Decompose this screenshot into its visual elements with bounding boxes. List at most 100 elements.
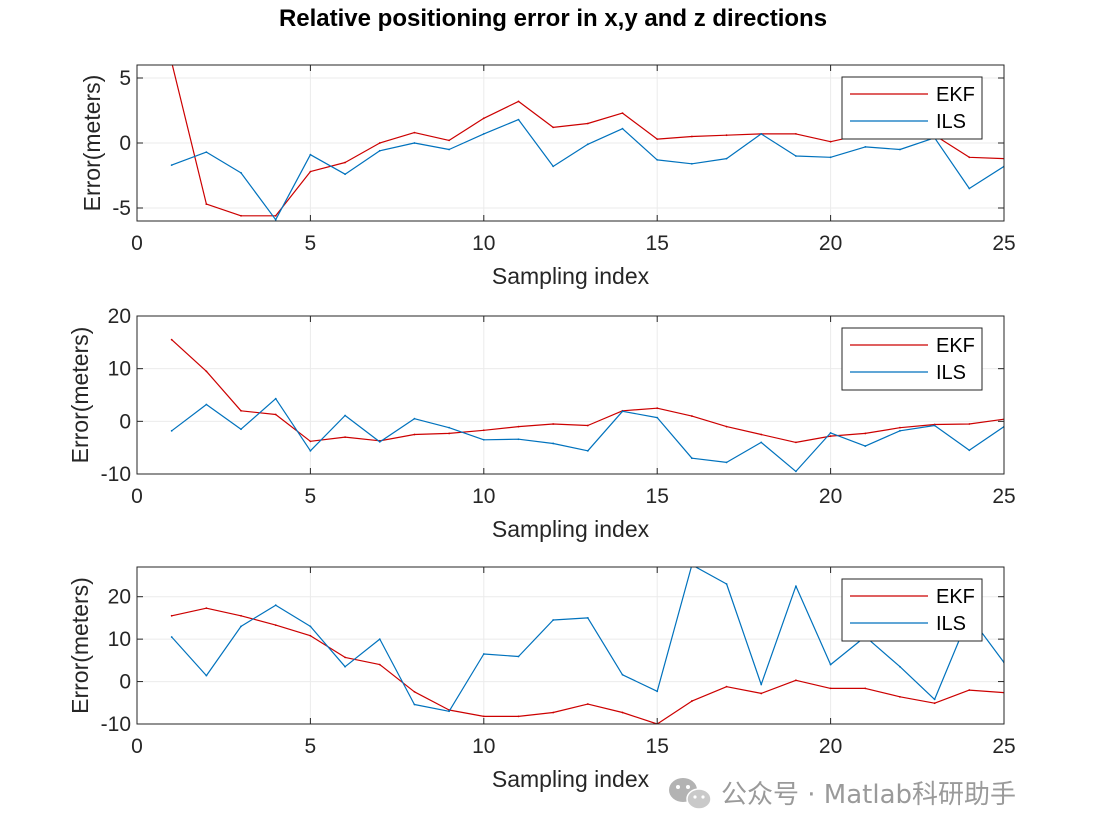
legend-label-ekf: EKF	[936, 586, 975, 608]
y-tick-label: -5	[112, 197, 131, 220]
y-tick-label: -10	[101, 713, 131, 736]
legend-label-ils: ILS	[936, 111, 966, 133]
figure-title: Relative positioning error in x,y and z …	[279, 5, 827, 32]
data-point-ils	[517, 438, 520, 441]
data-point-ekf	[552, 711, 555, 714]
data-point-ils	[482, 438, 485, 441]
data-point-ekf	[240, 409, 242, 412]
data-point-ekf	[344, 436, 346, 439]
x-axis-label: Sampling index	[492, 263, 650, 289]
data-point-ekf	[274, 413, 277, 416]
x-tick-label: 15	[646, 232, 669, 255]
data-point-ils	[309, 449, 312, 452]
data-point-ils	[586, 449, 589, 452]
data-point-ekf	[586, 424, 589, 427]
data-point-ekf	[690, 415, 693, 417]
data-point-ils	[795, 585, 797, 587]
data-point-ekf	[621, 711, 624, 714]
data-point-ils	[344, 665, 346, 668]
data-point-ekf	[760, 692, 763, 695]
legend-label-ils: ILS	[936, 613, 966, 635]
data-point-ekf	[170, 614, 173, 617]
subplots: 0 5 10 15 20 25 -5 0 5 Sampling index Error(meters…	[67, 64, 1016, 792]
data-point-ekf	[864, 687, 867, 690]
x-tick-label: 5	[305, 485, 317, 508]
data-point-ekf	[344, 656, 346, 659]
data-point-ekf	[795, 441, 797, 444]
legend-box	[841, 76, 983, 140]
data-point-ekf	[760, 433, 763, 436]
data-point-ils	[864, 146, 867, 148]
data-point-ekf	[552, 423, 555, 425]
x-tick-label: 25	[992, 485, 1015, 508]
data-point-ekf	[413, 690, 416, 693]
data-point-ekf	[690, 700, 693, 702]
data-point-ils	[309, 625, 312, 628]
y-axis-label: Error(meters)	[79, 75, 105, 212]
data-point-ils	[968, 187, 971, 190]
data-point-ils	[933, 424, 936, 427]
data-point-ils	[552, 619, 555, 621]
data-point-ekf	[413, 131, 416, 134]
legend: EKF ILS	[841, 327, 983, 391]
series-group	[170, 338, 1004, 473]
data-point-ekf	[968, 423, 971, 425]
y-tick-label: 20	[108, 305, 131, 328]
data-point-ekf	[482, 429, 485, 432]
data-point-ekf	[274, 624, 277, 627]
x-tick-label: 0	[131, 485, 143, 508]
data-point-ekf	[309, 440, 312, 443]
data-point-ils	[448, 710, 451, 713]
data-point-ils	[690, 457, 693, 460]
data-point-ils	[725, 583, 728, 585]
data-point-ekf	[586, 703, 589, 705]
data-point-ekf	[725, 425, 728, 428]
data-point-ekf	[829, 435, 832, 437]
data-point-ils	[240, 172, 242, 174]
data-point-ils	[378, 440, 381, 443]
data-point-ils	[205, 151, 208, 154]
data-point-ekf	[829, 140, 832, 143]
y-tick-label: 5	[119, 67, 131, 90]
y-tick-label: -10	[101, 463, 131, 486]
y-tick-label: 0	[119, 132, 131, 155]
data-point-ils	[621, 410, 624, 413]
data-point-ils	[344, 173, 346, 176]
data-point-ils	[586, 617, 589, 619]
data-point-ils	[274, 218, 277, 221]
data-point-ekf	[690, 135, 693, 138]
y-tick-label: 0	[119, 671, 131, 694]
data-point-ekf	[621, 112, 624, 114]
data-point-ils	[448, 426, 451, 429]
data-point-ils	[482, 133, 485, 135]
y-tick-label: 10	[108, 358, 131, 381]
legend-box	[841, 578, 983, 642]
data-point-ils	[933, 698, 936, 701]
y-axis-label: Error(meters)	[67, 577, 93, 714]
axes-box	[136, 315, 1005, 475]
data-point-ils	[586, 143, 589, 146]
data-point-ekf	[344, 161, 346, 164]
data-point-ils	[760, 133, 763, 135]
x-axis-label: Sampling index	[492, 516, 650, 542]
data-point-ils	[621, 127, 624, 130]
watermark: 公众号 · Matlab科研助手	[669, 778, 1016, 810]
x-tick-label: 25	[992, 232, 1015, 255]
data-point-ekf	[309, 170, 312, 173]
data-point-ekf	[240, 214, 242, 217]
data-point-ils	[170, 636, 173, 638]
data-point-ils	[552, 165, 555, 168]
x-tick-label: 5	[305, 232, 317, 255]
data-point-ekf	[448, 139, 451, 142]
y-tick-label: 0	[119, 410, 131, 433]
data-point-ils	[274, 397, 277, 400]
data-point-ils	[829, 432, 832, 434]
data-point-ekf	[656, 407, 659, 410]
data-point-ils	[482, 653, 485, 655]
data-point-ils	[205, 674, 208, 677]
data-point-ekf	[968, 156, 971, 159]
x-tick-label: 10	[472, 485, 495, 508]
